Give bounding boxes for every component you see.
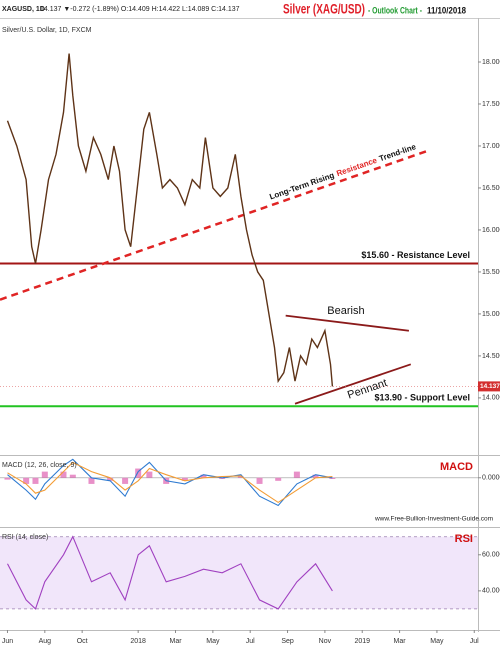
y-tick-label: 16.000 [482, 227, 500, 234]
histogram-bar [4, 477, 11, 480]
histogram-bar [69, 474, 76, 478]
panel-title: RSI (14, close) [2, 534, 48, 541]
level-label: $15.60 - Resistance Level [361, 250, 470, 260]
x-tick-label: Jul [470, 638, 479, 645]
trend-line [0, 148, 430, 301]
histogram-bar [41, 471, 48, 478]
x-tick-label: Sep [281, 638, 294, 645]
page-title: Silver (XAG/USD) [283, 1, 365, 17]
histogram-bar [256, 477, 263, 484]
x-tick-label: Jul [246, 638, 255, 645]
trend-line [285, 314, 410, 332]
histogram-bar [60, 471, 67, 478]
histogram-bar [275, 477, 282, 481]
panel-label: RSI [455, 533, 473, 545]
panel-title: MACD (12, 26, close, 9) [2, 462, 77, 469]
histogram-bar [23, 477, 30, 484]
y-tick-label: 18.000 [482, 59, 500, 66]
histogram-bar [88, 477, 95, 484]
panel [0, 53, 478, 408]
y-tick-label: 40.0000 [482, 588, 500, 595]
y-tick-label: 15.500 [482, 269, 500, 276]
y-tick-label: 14.500 [482, 353, 500, 360]
histogram-bar [219, 477, 226, 479]
quote: 14.137 ▼-0.272 (-1.89%) O:14.409 H:14.42… [40, 6, 240, 13]
y-tick-label: 60.0000 [482, 552, 500, 559]
y-tick-label: 17.000 [482, 143, 500, 150]
panel [0, 458, 478, 507]
x-tick-label: Oct [77, 638, 88, 645]
histogram-bar [107, 477, 114, 481]
y-tick-label: 0.0000 [482, 475, 500, 482]
panel [0, 535, 478, 610]
histogram-bar [237, 476, 244, 478]
level-label: $13.90 - Support Level [374, 393, 470, 403]
y-tick-label: 16.500 [482, 185, 500, 192]
histogram-bar [146, 471, 153, 478]
x-tick-label: Jun [2, 638, 13, 645]
histogram-bar [293, 471, 300, 478]
page-date: 11/10/2018 [427, 5, 466, 15]
histogram-bar [200, 474, 207, 478]
last-price-box [478, 381, 500, 392]
x-tick-label: May [206, 638, 220, 645]
page-subtitle: - Outlook Chart - [368, 5, 422, 15]
histogram-bar [32, 477, 39, 484]
x-tick-label: Aug [39, 638, 52, 645]
y-tick-label: 17.500 [482, 101, 500, 108]
x-tick-label: Nov [319, 638, 332, 645]
rsi-band [0, 536, 478, 609]
y-tick-label: 15.000 [482, 311, 500, 318]
histogram-bar [329, 477, 336, 479]
series-line [7, 461, 333, 504]
histogram-bar [135, 468, 142, 478]
histogram-bar [181, 477, 188, 481]
series-line [7, 458, 333, 507]
last-price-label: 14.137 [480, 383, 500, 390]
histogram-bar [122, 477, 129, 484]
symbol: XAGUSD, 1D [2, 6, 45, 13]
x-tick-label: May [430, 638, 444, 645]
x-tick-label: 2019 [354, 638, 370, 645]
pennant-label: Bearish [327, 305, 364, 317]
panel-title: Silver/U.S. Dollar, 1D, FXCM [2, 27, 92, 34]
x-tick-label: 2018 [130, 638, 146, 645]
trend-line [294, 363, 412, 405]
x-tick-label: Mar [169, 638, 182, 645]
watermark: www.Free-Bullion-Investment-Guide.com [374, 516, 493, 523]
x-tick-label: Mar [394, 638, 407, 645]
histogram-bar [312, 474, 319, 478]
panel-label: MACD [440, 461, 473, 473]
series-line [7, 535, 333, 610]
y-tick-label: 14.000 [482, 395, 500, 402]
series-line [6, 53, 334, 387]
